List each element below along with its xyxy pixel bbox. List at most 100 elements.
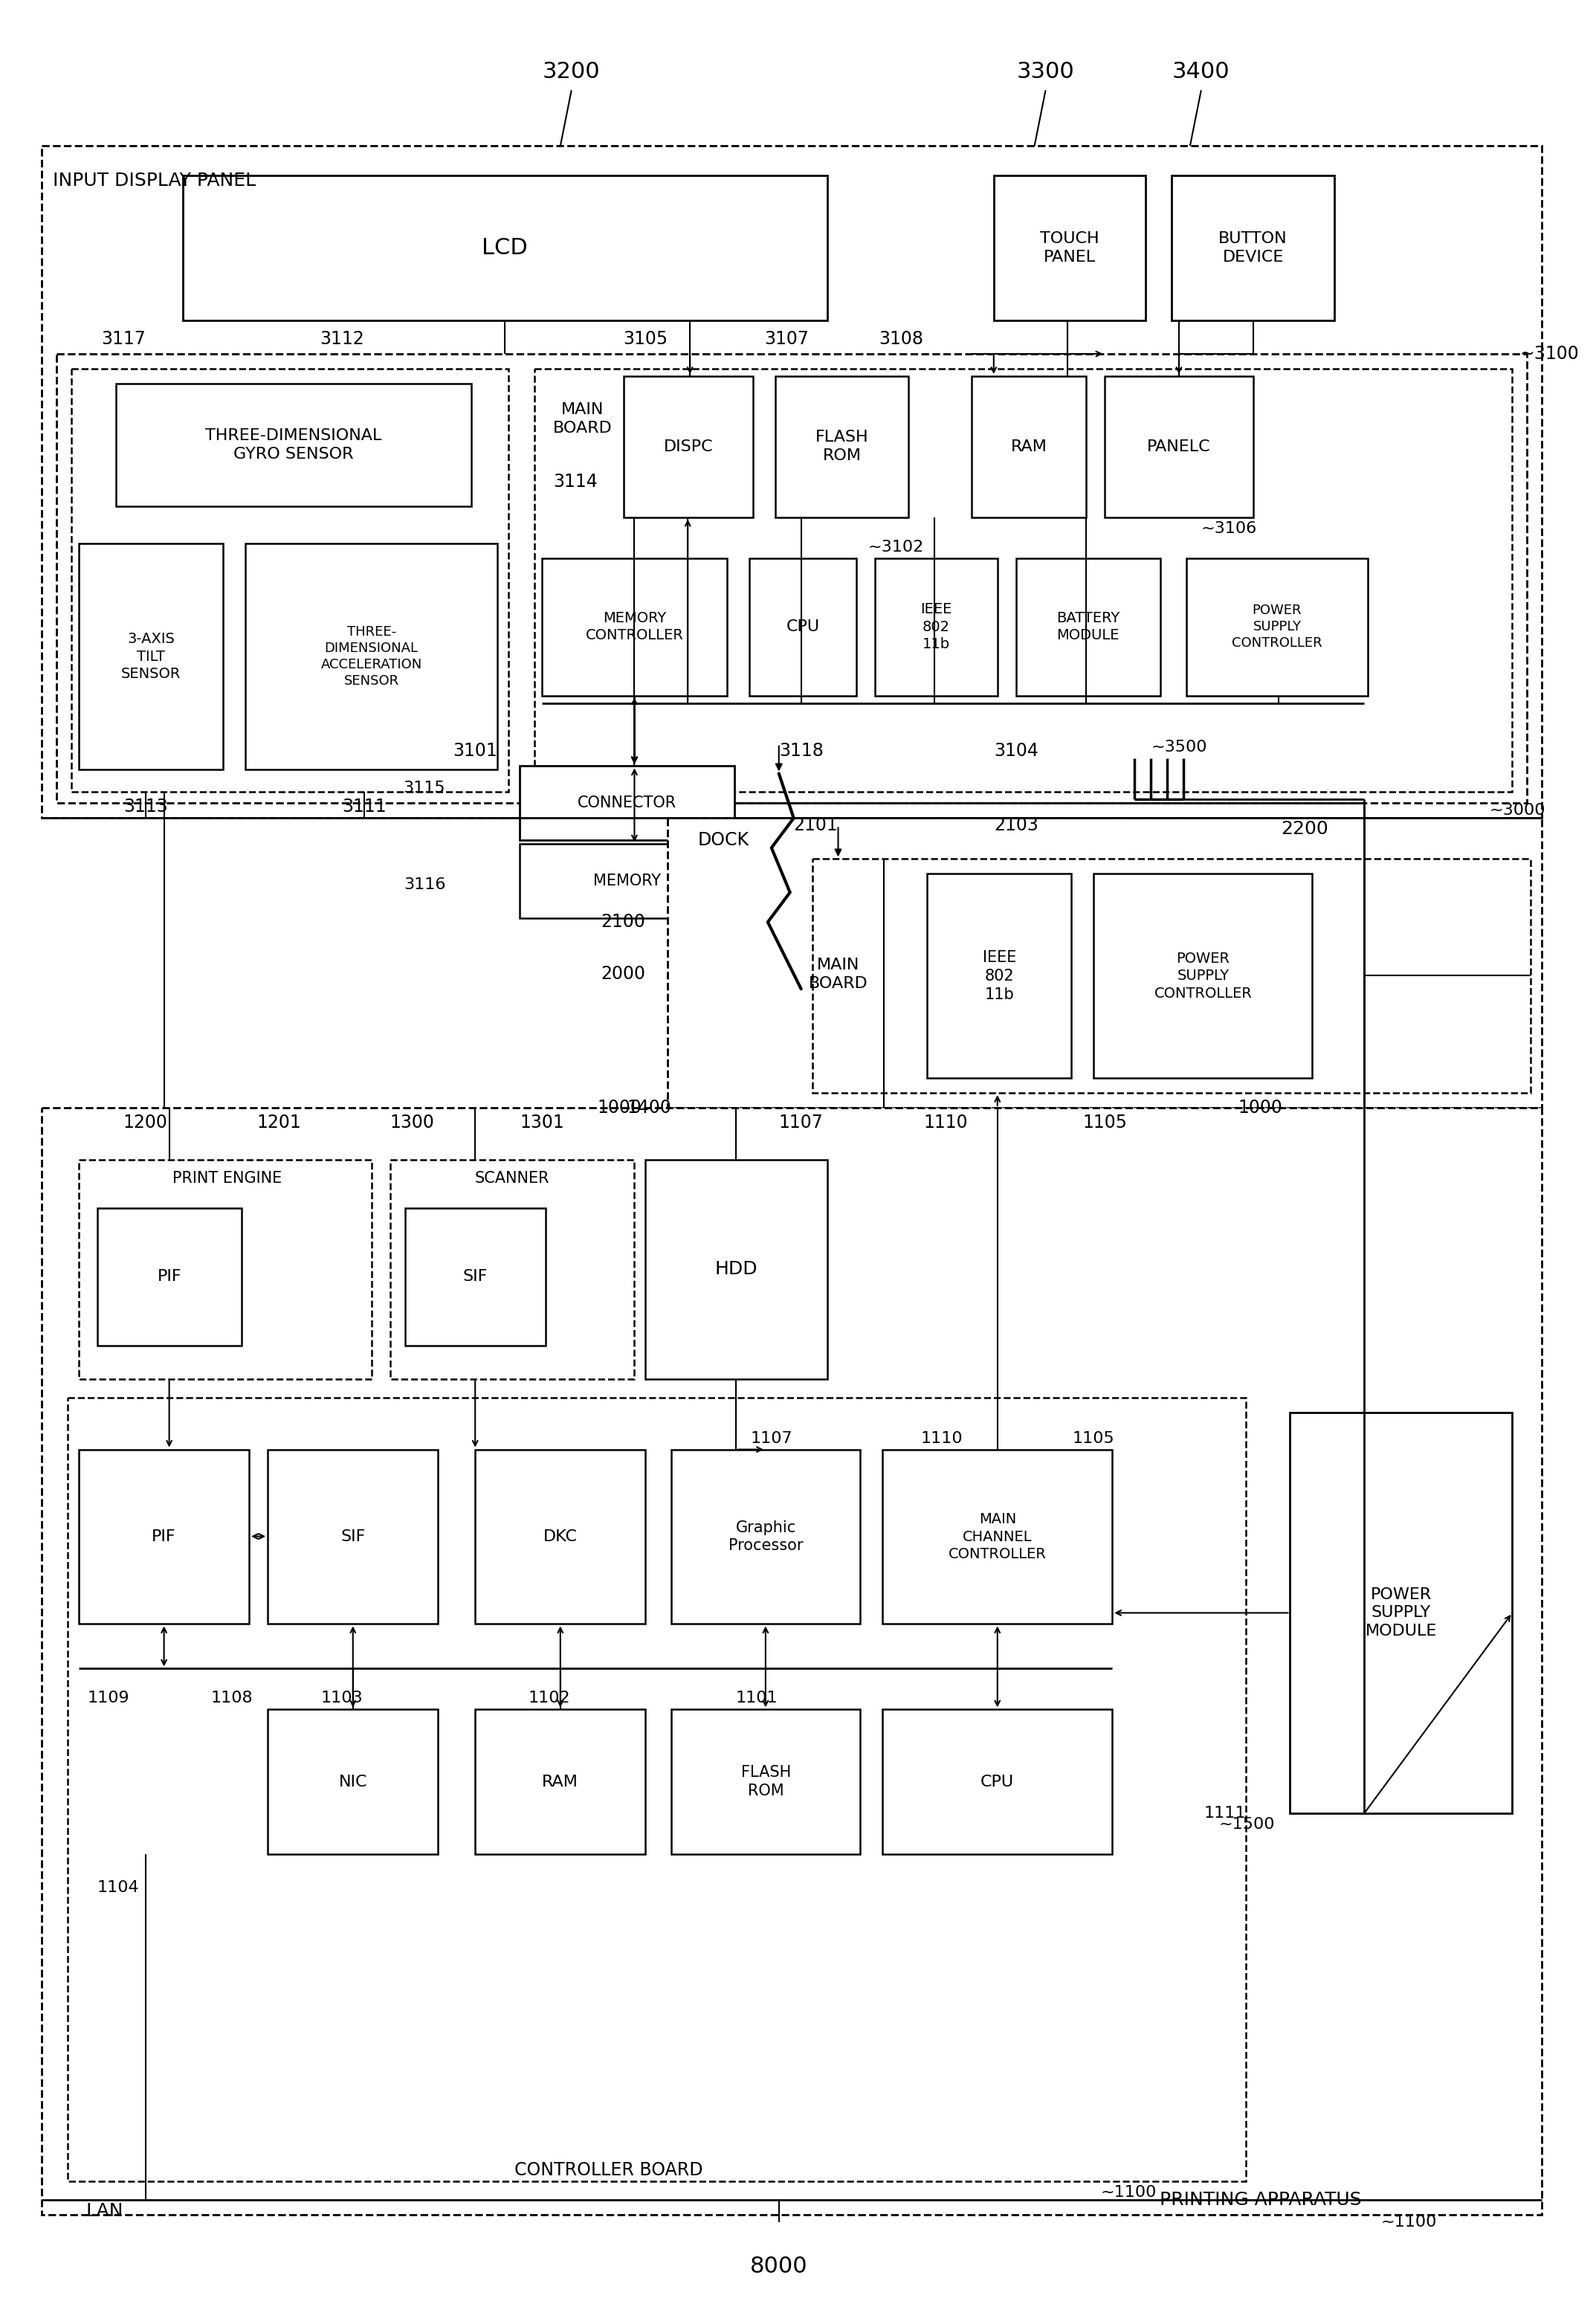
Bar	[1093, 873, 1312, 1078]
Text: 1300: 1300	[389, 1115, 434, 1131]
Bar	[520, 765, 734, 841]
Text: 1104: 1104	[97, 1880, 139, 1896]
Bar	[56, 354, 1527, 804]
Text: BATTERY
MODULE: BATTERY MODULE	[1057, 611, 1120, 643]
Bar	[476, 1450, 645, 1625]
Text: RAM: RAM	[543, 1774, 578, 1790]
Text: ~3106: ~3106	[1202, 522, 1258, 535]
Bar	[672, 1710, 860, 1854]
Bar	[972, 377, 1087, 517]
Text: 1103: 1103	[321, 1691, 362, 1705]
Text: 3400: 3400	[1173, 60, 1231, 83]
Bar	[41, 145, 1542, 818]
Text: THREE-
DIMENSIONAL
ACCELERATION
SENSOR: THREE- DIMENSIONAL ACCELERATION SENSOR	[321, 625, 421, 687]
Text: 2101: 2101	[793, 816, 838, 834]
Text: 1000: 1000	[597, 1098, 642, 1117]
Bar	[749, 558, 857, 696]
Bar	[78, 1450, 249, 1625]
Text: DKC: DKC	[543, 1528, 578, 1544]
Bar	[883, 1450, 1112, 1625]
Text: TOUCH
PANEL: TOUCH PANEL	[1041, 232, 1100, 264]
Text: Graphic
Processor: Graphic Processor	[728, 1519, 803, 1553]
Text: 1400: 1400	[627, 1098, 672, 1117]
Bar	[1017, 558, 1160, 696]
Text: 1201: 1201	[257, 1115, 302, 1131]
Text: 3116: 3116	[404, 878, 445, 892]
Text: PRINT ENGINE: PRINT ENGINE	[172, 1172, 282, 1186]
Bar	[994, 175, 1146, 319]
Text: NIC: NIC	[338, 1774, 367, 1790]
Text: 1105: 1105	[1073, 1432, 1116, 1445]
Text: 3118: 3118	[779, 742, 824, 761]
Text: 3107: 3107	[764, 331, 809, 347]
Bar	[78, 1160, 372, 1379]
Text: CONTROLLER BOARD: CONTROLLER BOARD	[514, 2160, 702, 2179]
Text: 3105: 3105	[622, 331, 667, 347]
Text: 1110: 1110	[921, 1432, 962, 1445]
Text: PRINTING APPARATUS: PRINTING APPARATUS	[1160, 2190, 1361, 2208]
Text: 1109: 1109	[88, 1691, 129, 1705]
Text: MEMORY: MEMORY	[594, 873, 661, 889]
Bar	[624, 377, 753, 517]
Bar	[41, 1108, 1542, 2215]
Text: PANELC: PANELC	[1148, 439, 1211, 455]
Text: ~1100: ~1100	[1101, 2185, 1157, 2199]
Text: SIF: SIF	[340, 1528, 365, 1544]
Text: IEEE
802
11b: IEEE 802 11b	[921, 602, 953, 650]
Text: 3200: 3200	[543, 60, 600, 83]
Text: 1000: 1000	[1238, 1098, 1283, 1117]
Text: POWER
SUPPLY
CONTROLLER: POWER SUPPLY CONTROLLER	[1232, 604, 1323, 650]
Bar	[927, 873, 1071, 1078]
Text: MAIN
CHANNEL
CONTROLLER: MAIN CHANNEL CONTROLLER	[948, 1512, 1047, 1560]
Bar	[476, 1710, 645, 1854]
Text: 3117: 3117	[101, 331, 145, 347]
Text: PIF: PIF	[158, 1268, 182, 1285]
Text: MEMORY
CONTROLLER: MEMORY CONTROLLER	[586, 611, 683, 643]
Text: 1108: 1108	[211, 1691, 252, 1705]
Text: MAIN
BOARD: MAIN BOARD	[552, 402, 613, 434]
Bar	[72, 368, 509, 793]
Text: RAM: RAM	[1010, 439, 1047, 455]
Text: CPU: CPU	[787, 620, 820, 634]
Text: HDD: HDD	[715, 1259, 758, 1278]
Text: 3101: 3101	[453, 742, 498, 761]
Text: ~3102: ~3102	[868, 540, 924, 554]
Bar	[1104, 377, 1253, 517]
Text: 1102: 1102	[528, 1691, 570, 1705]
Text: 3114: 3114	[552, 473, 597, 489]
Bar	[268, 1450, 439, 1625]
Text: 1301: 1301	[520, 1115, 563, 1131]
Text: 1111: 1111	[1203, 1806, 1245, 1820]
Text: IEEE
802
11b: IEEE 802 11b	[983, 949, 1017, 1002]
Bar	[1171, 175, 1334, 319]
Bar	[246, 542, 498, 770]
Text: 2100: 2100	[602, 912, 645, 931]
Text: 1101: 1101	[736, 1691, 777, 1705]
Bar	[875, 558, 998, 696]
Text: 3104: 3104	[994, 742, 1039, 761]
Text: ~3100: ~3100	[1519, 345, 1578, 363]
Text: ~1500: ~1500	[1219, 1818, 1275, 1832]
Text: SCANNER: SCANNER	[476, 1172, 549, 1186]
Text: ~3000: ~3000	[1489, 804, 1545, 818]
Bar	[672, 1450, 860, 1625]
Text: 2200: 2200	[1282, 820, 1328, 839]
Text: DISPC: DISPC	[664, 439, 713, 455]
Text: 3-AXIS
TILT
SENSOR: 3-AXIS TILT SENSOR	[121, 632, 180, 680]
Bar	[1290, 1413, 1513, 1813]
Text: 1107: 1107	[750, 1432, 793, 1445]
Bar	[268, 1710, 439, 1854]
Text: CONNECTOR: CONNECTOR	[578, 795, 677, 811]
Text: 1200: 1200	[123, 1115, 168, 1131]
Text: POWER
SUPPLY
MODULE: POWER SUPPLY MODULE	[1365, 1588, 1436, 1638]
Text: 3108: 3108	[879, 331, 924, 347]
Text: 8000: 8000	[750, 2257, 808, 2277]
Bar	[78, 542, 223, 770]
Text: 3113: 3113	[123, 797, 168, 816]
Bar	[883, 1710, 1112, 1854]
Text: 3111: 3111	[342, 797, 386, 816]
Text: LCD: LCD	[482, 237, 528, 260]
Text: CPU: CPU	[980, 1774, 1013, 1790]
Text: BUTTON
DEVICE: BUTTON DEVICE	[1219, 232, 1288, 264]
Text: 1110: 1110	[924, 1115, 967, 1131]
